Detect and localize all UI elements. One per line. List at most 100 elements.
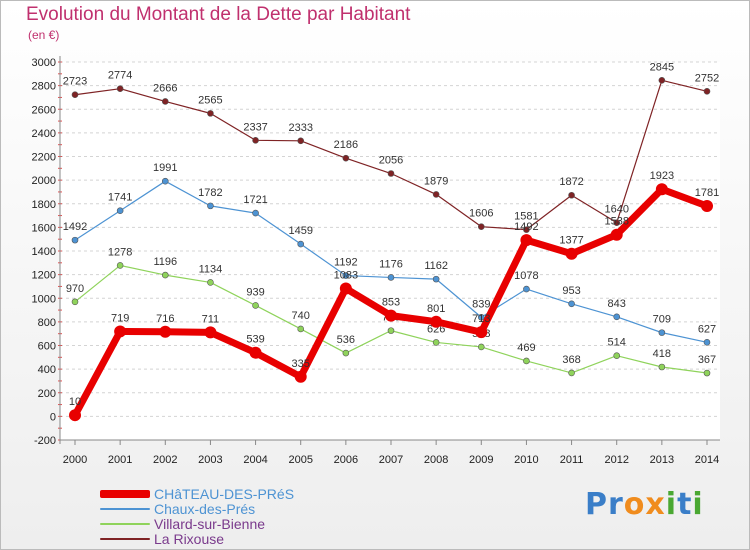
data-label: 709 xyxy=(653,314,671,326)
x-tick-label: 2006 xyxy=(334,454,358,466)
data-label: 1741 xyxy=(108,192,132,204)
data-label: 536 xyxy=(337,334,355,346)
data-label: 626 xyxy=(427,323,445,335)
data-point xyxy=(387,327,395,334)
data-label: 469 xyxy=(517,342,535,354)
data-label: 740 xyxy=(292,310,310,322)
data-point xyxy=(71,91,79,99)
logo-letter: x xyxy=(645,487,666,522)
legend-item: La Rixouse xyxy=(100,531,224,547)
data-point xyxy=(523,226,530,233)
data-label: 10 xyxy=(69,396,81,408)
data-point xyxy=(385,309,397,322)
data-point xyxy=(252,209,259,217)
data-point xyxy=(432,275,440,283)
data-label: 2723 xyxy=(63,76,87,88)
data-label: 970 xyxy=(66,283,84,295)
x-tick-label: 2010 xyxy=(514,454,538,466)
x-tick-label: 2012 xyxy=(604,454,628,466)
chart-title: Evolution du Montant de la Dette par Hab… xyxy=(26,4,411,25)
data-label: 1872 xyxy=(559,176,583,188)
data-label: 368 xyxy=(562,354,580,366)
data-point xyxy=(432,191,440,198)
data-point xyxy=(342,272,350,279)
data-point xyxy=(701,199,713,212)
y-tick-label: -200 xyxy=(34,435,56,447)
data-point xyxy=(204,326,217,339)
data-label: 953 xyxy=(562,285,580,297)
data-label: 2565 xyxy=(198,94,222,106)
legend-item: Chaux-des-Prés xyxy=(100,501,255,517)
y-tick-label: 2600 xyxy=(32,104,56,116)
data-label: 1640 xyxy=(604,204,628,216)
data-point xyxy=(520,234,533,247)
legend-label: CHâTEAU-DES-PRéS xyxy=(154,486,295,502)
x-tick-label: 2009 xyxy=(469,454,493,466)
data-point xyxy=(477,313,485,321)
legend-label: Chaux-des-Prés xyxy=(154,501,256,517)
data-label: 1134 xyxy=(199,263,223,275)
y-tick-label: 2000 xyxy=(32,175,56,187)
data-point xyxy=(387,170,395,177)
data-point xyxy=(703,87,711,95)
x-tick-label: 2013 xyxy=(650,454,674,466)
data-label: 1581 xyxy=(514,211,538,223)
data-point xyxy=(252,137,259,144)
data-label: 2666 xyxy=(153,82,177,94)
data-label: 801 xyxy=(427,303,445,315)
data-point xyxy=(116,262,124,269)
data-label: 853 xyxy=(382,297,400,309)
y-tick-label: 2400 xyxy=(32,128,56,140)
data-point xyxy=(565,247,578,260)
data-point xyxy=(71,298,79,306)
data-label: 1991 xyxy=(153,162,177,174)
data-point xyxy=(207,202,214,210)
data-point xyxy=(207,110,214,117)
x-tick-label: 2008 xyxy=(424,454,448,466)
data-label: 1459 xyxy=(288,225,312,237)
legend-label: Villard-sur-Bienne xyxy=(154,516,266,532)
data-label: 719 xyxy=(111,312,129,324)
data-label: 839 xyxy=(472,298,490,310)
data-label: 716 xyxy=(156,313,174,325)
data-label: 627 xyxy=(698,323,716,335)
data-label: 1083 xyxy=(334,269,358,281)
data-label: 1781 xyxy=(695,187,719,199)
logo-letter: t xyxy=(677,487,693,522)
data-label: 514 xyxy=(608,337,626,349)
data-point xyxy=(207,279,214,286)
legend-item: CHâTEAU-DES-PRéS xyxy=(100,486,294,502)
x-tick-label: 2007 xyxy=(379,454,403,466)
data-point xyxy=(342,349,350,357)
data-point xyxy=(523,285,530,293)
logo-letter: r xyxy=(608,487,624,522)
legend-item: Villard-sur-Bienne xyxy=(100,516,265,532)
data-point xyxy=(613,219,621,226)
y-tick-label: 1400 xyxy=(32,246,56,258)
data-point xyxy=(658,329,666,336)
data-point xyxy=(339,282,352,295)
logo-letter: i xyxy=(665,487,678,522)
data-point xyxy=(387,274,395,281)
data-label: 1176 xyxy=(379,258,403,270)
data-point xyxy=(613,352,621,359)
data-label: 1606 xyxy=(469,208,493,220)
data-label: 1492 xyxy=(63,221,87,233)
data-label: 843 xyxy=(608,298,626,310)
y-tick-label: 3000 xyxy=(32,57,56,69)
data-label: 1078 xyxy=(514,270,538,282)
data-point xyxy=(610,228,623,241)
data-point xyxy=(161,177,169,185)
data-point xyxy=(159,325,172,338)
y-tick-label: 0 xyxy=(50,411,56,423)
data-label: 1538 xyxy=(604,216,628,228)
y-tick-label: 2200 xyxy=(32,152,56,164)
data-point xyxy=(655,183,668,196)
x-tick-label: 2002 xyxy=(153,454,177,466)
data-point xyxy=(116,207,124,215)
y-tick-label: 1600 xyxy=(32,222,56,234)
data-label: 1377 xyxy=(559,235,583,247)
x-tick-label: 2004 xyxy=(243,454,267,466)
y-tick-label: 600 xyxy=(38,341,56,353)
